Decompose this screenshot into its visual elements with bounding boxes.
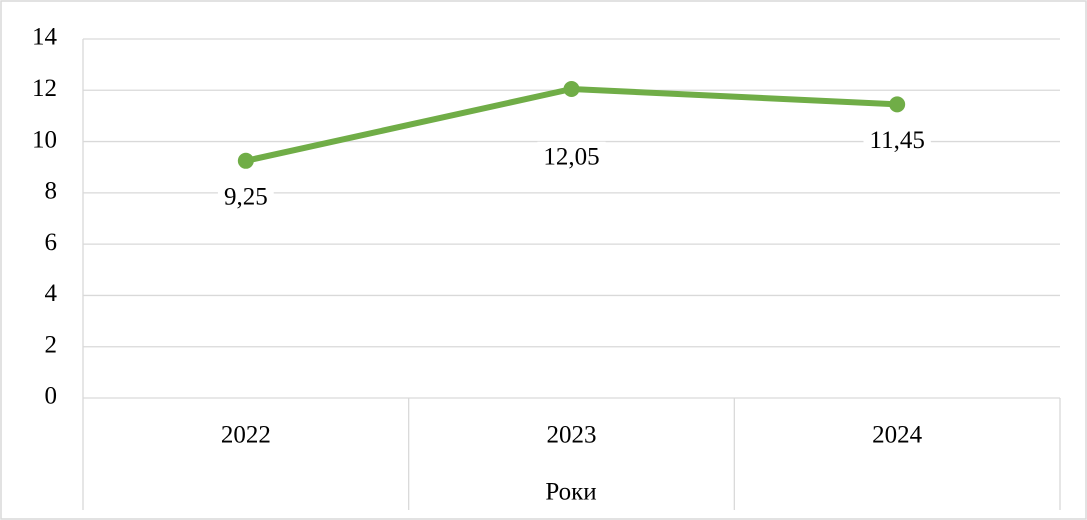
data-label: 12,05 bbox=[543, 144, 599, 171]
data-label-bg bbox=[863, 125, 931, 157]
data-label: 11,45 bbox=[870, 127, 925, 154]
x-tick-label: 2024 bbox=[872, 422, 923, 449]
data-label-bg bbox=[217, 181, 274, 213]
y-tick-label: 10 bbox=[32, 126, 57, 153]
y-tick-label: 0 bbox=[45, 383, 58, 410]
data-label-bg bbox=[537, 141, 606, 173]
point-marker bbox=[237, 152, 254, 169]
y-tick-label: 2 bbox=[45, 331, 58, 358]
point-marker bbox=[563, 81, 580, 98]
y-tick-label: 6 bbox=[45, 229, 58, 256]
x-tick-label: 2023 bbox=[547, 422, 597, 449]
data-label: 9,25 bbox=[224, 184, 268, 211]
point-marker bbox=[889, 96, 906, 113]
y-tick-label: 4 bbox=[45, 280, 58, 307]
y-tick-label: 12 bbox=[32, 75, 57, 102]
x-axis-title: Роки bbox=[545, 479, 596, 506]
y-tick-label: 14 bbox=[32, 24, 58, 51]
x-tick-label: 2022 bbox=[221, 422, 271, 449]
y-tick-label: 8 bbox=[45, 178, 58, 205]
